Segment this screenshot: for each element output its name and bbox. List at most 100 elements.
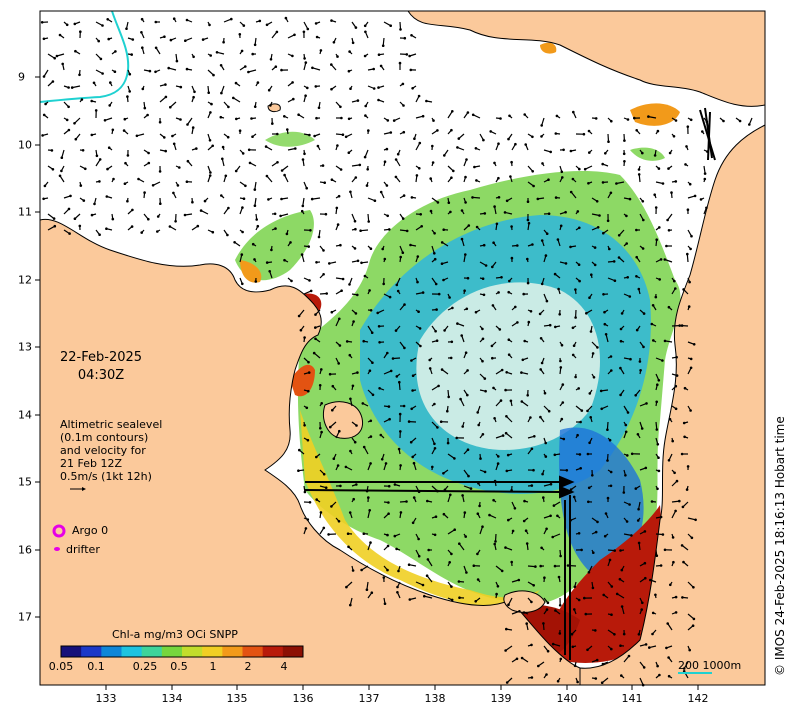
velocity-arrow-head	[312, 351, 316, 355]
velocity-scale-arrow	[70, 487, 86, 491]
velocity-arrow-head	[592, 551, 595, 554]
velocity-arrow-head	[481, 337, 485, 341]
velocity-arrow-head	[65, 23, 69, 27]
velocity-arrow-head	[314, 22, 318, 25]
velocity-arrow-head	[589, 330, 593, 333]
velocity-arrow-head	[344, 135, 348, 139]
velocity-arrow-head	[363, 24, 367, 28]
velocity-arrow-head	[235, 117, 238, 121]
velocity-arrow-head	[319, 511, 323, 514]
velocity-arrow-head	[226, 135, 230, 139]
velocity-arrow-head	[578, 279, 581, 283]
x-tick-label: 139	[490, 692, 512, 705]
velocity-arrow-head	[106, 18, 109, 21]
velocity-arrow-head	[609, 484, 613, 488]
velocity-arrow-head	[540, 135, 543, 138]
velocity-arrow-head	[644, 643, 648, 646]
velocity-arrow-head	[466, 393, 469, 397]
velocity-arrow-head	[318, 384, 322, 387]
velocity-arrow-head	[635, 255, 638, 259]
velocity-arrow-head	[644, 576, 647, 580]
velocity-arrow-head	[78, 73, 81, 77]
colorbar-segment	[202, 646, 223, 657]
velocity-arrow-head	[610, 369, 613, 372]
velocity-arrow-head	[286, 128, 289, 131]
velocity-arrow-head	[238, 129, 242, 132]
velocity-arrow-head	[50, 149, 54, 152]
velocity-arrow-head	[108, 104, 111, 107]
velocity-arrow-head	[58, 174, 62, 178]
velocity-arrow-head	[381, 247, 385, 251]
velocity-arrow	[47, 53, 56, 59]
velocity-arrow-head	[453, 528, 457, 531]
altimetry-line-3: and velocity for	[60, 444, 146, 457]
colorbar-segment	[61, 646, 82, 657]
velocity-arrow-head	[348, 50, 351, 53]
velocity-arrow-head	[572, 495, 576, 499]
velocity-arrow-head	[308, 501, 312, 504]
velocity-arrow-head	[42, 113, 46, 117]
velocity-arrow-head	[577, 387, 580, 390]
velocity-arrow-head	[78, 224, 82, 228]
velocity-arrow-head	[675, 355, 678, 359]
velocity-arrow-head	[483, 212, 487, 215]
velocity-arrow-head	[587, 182, 590, 185]
velocity-arrow-head	[495, 222, 499, 226]
velocity-arrow-head	[692, 586, 695, 589]
velocity-arrow-head	[559, 554, 562, 558]
velocity-arrow-head	[668, 151, 672, 155]
velocity-arrow-head	[663, 339, 667, 343]
velocity-arrow-head	[685, 145, 688, 148]
velocity-arrow-head	[476, 578, 480, 581]
velocity-arrow-head	[97, 39, 100, 43]
velocity-arrow-head	[179, 85, 183, 89]
velocity-arrow-head	[433, 447, 437, 450]
colorbar-tick: 2	[244, 660, 252, 673]
velocity-arrow-head	[172, 17, 176, 21]
velocity-arrow-head	[354, 26, 358, 29]
velocity-arrow-head	[164, 149, 167, 153]
velocity-arrow-head	[58, 33, 62, 37]
velocity-arrow-head	[226, 233, 229, 237]
velocity-arrow-head	[253, 43, 257, 47]
velocity-arrow-head	[81, 149, 85, 152]
velocity-arrow-head	[368, 509, 372, 512]
velocity-arrow-head	[372, 67, 376, 71]
velocity-arrow-head	[509, 175, 512, 178]
velocity-arrow-head	[377, 86, 380, 89]
velocity-arrow-head	[283, 115, 286, 118]
velocity-arrow-head	[175, 59, 179, 63]
velocity-arrow-head	[523, 339, 526, 343]
velocity-arrow-head	[256, 224, 260, 228]
velocity-arrow-head	[686, 252, 689, 256]
velocity-arrow-head	[352, 320, 355, 323]
velocity-arrow-head	[491, 356, 494, 360]
velocity-arrow-head	[210, 102, 213, 106]
velocity-arrow-head	[674, 611, 678, 614]
velocity-arrow-head	[234, 81, 238, 85]
velocity-arrow-head	[467, 224, 471, 227]
velocity-arrow-head	[65, 118, 69, 122]
velocity-arrow-head	[300, 253, 304, 256]
velocity-arrow-head	[402, 194, 406, 197]
velocity-arrow-head	[320, 402, 324, 405]
velocity-arrow-head	[285, 232, 289, 236]
velocity-arrow-head	[128, 90, 131, 93]
velocity-arrow-head	[684, 163, 687, 166]
velocity-arrow-head	[504, 649, 507, 652]
velocity-arrow-head	[349, 190, 352, 194]
velocity-arrow-head	[208, 23, 211, 27]
velocity-arrow-head	[514, 142, 517, 146]
velocity-arrow-head	[547, 212, 551, 215]
velocity-arrow-head	[293, 33, 296, 37]
velocity-arrow-head	[336, 464, 340, 467]
velocity-arrow-head	[657, 469, 661, 473]
velocity-arrow-head	[507, 603, 510, 606]
velocity-arrow-head	[69, 194, 72, 198]
velocity-arrow-head	[600, 681, 604, 684]
velocity-arrow-head	[688, 648, 691, 652]
velocity-arrow-head	[688, 280, 691, 284]
velocity-arrow	[312, 67, 321, 71]
velocity-arrow-head	[305, 406, 309, 410]
